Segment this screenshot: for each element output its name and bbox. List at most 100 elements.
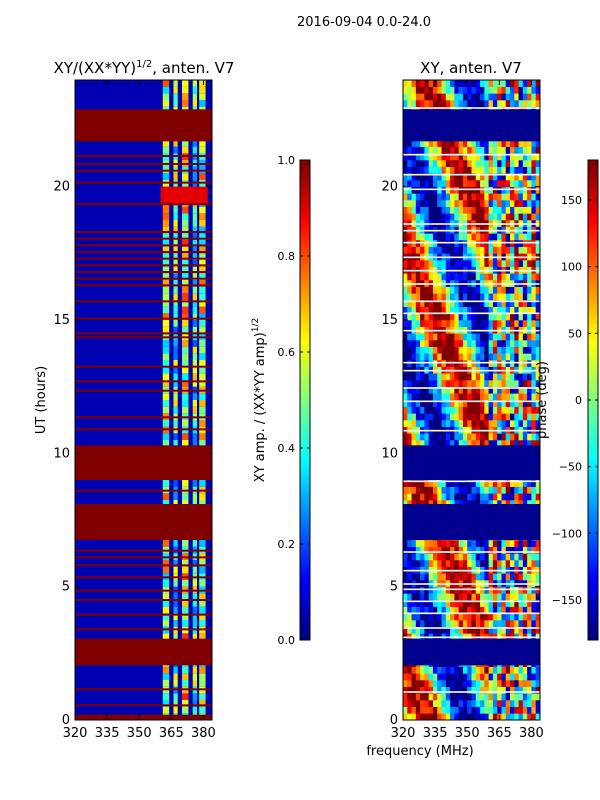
phase-cell bbox=[437, 600, 442, 607]
phase-cell bbox=[462, 180, 468, 187]
phase-cell bbox=[424, 373, 429, 381]
phase-cell bbox=[484, 313, 489, 321]
phase-cell bbox=[527, 693, 532, 701]
phase-cell bbox=[531, 693, 537, 701]
phase-cell bbox=[432, 420, 438, 427]
rfi-cell bbox=[182, 600, 189, 607]
colorbar-step bbox=[300, 416, 310, 421]
rfi-cell bbox=[162, 613, 170, 620]
phase-cell bbox=[471, 360, 477, 367]
phase-cell bbox=[522, 166, 528, 174]
phase-cell bbox=[462, 620, 468, 627]
phase-cell bbox=[484, 413, 489, 421]
amplitude-colorbar-ticks: 0.00.20.40.60.81.0 bbox=[278, 154, 310, 647]
phase-cell bbox=[454, 500, 459, 507]
rfi-cell bbox=[173, 146, 178, 154]
phase-cell bbox=[518, 200, 524, 207]
phase-cell bbox=[475, 386, 481, 394]
phase-cell bbox=[415, 93, 421, 101]
phase-cell bbox=[462, 246, 468, 254]
phase-cell bbox=[458, 586, 464, 594]
phase-cell bbox=[518, 186, 524, 194]
phase-cell bbox=[458, 293, 464, 301]
phase-cell bbox=[403, 200, 408, 207]
phase-cell bbox=[488, 353, 494, 361]
phase-cell bbox=[411, 153, 417, 161]
phase-cell bbox=[450, 613, 455, 621]
phase-cell bbox=[467, 233, 472, 241]
colorbar-step bbox=[588, 196, 598, 201]
phase-cell bbox=[535, 413, 540, 421]
phase-cell bbox=[428, 380, 434, 387]
phase-cell bbox=[518, 686, 524, 694]
flag-line bbox=[75, 489, 212, 492]
colorbar-step bbox=[588, 420, 598, 425]
phase-cell bbox=[471, 200, 477, 207]
phase-cell bbox=[471, 553, 477, 561]
phase-cell bbox=[505, 440, 511, 447]
phase-cell bbox=[514, 400, 519, 407]
phase-cell bbox=[531, 193, 537, 201]
phase-cell bbox=[403, 360, 408, 367]
phase-cell bbox=[441, 606, 447, 614]
rfi-cell bbox=[192, 226, 198, 234]
colorbar-step bbox=[300, 436, 310, 441]
rfi-cell bbox=[192, 406, 198, 414]
phase-cell bbox=[411, 306, 417, 314]
phase-cell bbox=[522, 540, 528, 547]
phase-cell bbox=[415, 573, 421, 581]
colorbar-step bbox=[588, 492, 598, 497]
phase-cell bbox=[492, 160, 498, 167]
phase-cell bbox=[505, 100, 511, 107]
phase-cell bbox=[445, 233, 451, 241]
phase-cell bbox=[480, 560, 485, 567]
phase-cell bbox=[518, 240, 524, 247]
flag-line bbox=[75, 564, 212, 567]
phase-cell bbox=[458, 486, 464, 494]
phase-cell bbox=[411, 273, 417, 281]
phase-cell bbox=[441, 673, 447, 681]
colorbar-step bbox=[300, 160, 310, 165]
phase-cell bbox=[428, 386, 434, 394]
phase-cell bbox=[445, 540, 451, 547]
phase-cell bbox=[514, 80, 519, 87]
phase-cell bbox=[488, 673, 494, 681]
phase-cell bbox=[462, 440, 468, 447]
phase-cell bbox=[501, 333, 507, 341]
phase-cell bbox=[501, 320, 507, 327]
colorbar-step bbox=[588, 564, 598, 569]
phase-cell bbox=[492, 540, 498, 547]
right-heatmap bbox=[403, 80, 540, 720]
phase-cell bbox=[458, 600, 464, 607]
phase-cell bbox=[510, 480, 515, 487]
phase-cell bbox=[497, 386, 502, 394]
phase-cell bbox=[510, 93, 515, 101]
phase-cell bbox=[428, 146, 434, 154]
phase-cell bbox=[480, 273, 485, 281]
phase-cell bbox=[441, 260, 447, 267]
phase-cell bbox=[445, 93, 451, 101]
phase-cell bbox=[475, 693, 481, 701]
phase-cell bbox=[488, 306, 494, 314]
rfi-cell bbox=[192, 693, 198, 700]
white-line bbox=[403, 229, 540, 232]
phase-cell bbox=[437, 353, 442, 361]
rfi-cell bbox=[192, 440, 198, 447]
phase-cell bbox=[531, 320, 537, 327]
rfi-cell bbox=[162, 253, 170, 260]
phase-cell bbox=[531, 86, 537, 94]
phase-cell bbox=[441, 193, 447, 201]
phase-cell bbox=[424, 246, 429, 254]
rfi-cell bbox=[173, 500, 178, 507]
phase-cell bbox=[488, 620, 494, 627]
phase-cell bbox=[527, 613, 532, 621]
rfi-cell bbox=[199, 313, 206, 320]
colorbar-step bbox=[588, 352, 598, 357]
white-line bbox=[403, 400, 540, 403]
phase-cell bbox=[480, 160, 485, 167]
colorbar-step bbox=[588, 580, 598, 585]
phase-cell bbox=[480, 353, 485, 361]
rfi-cell bbox=[199, 206, 206, 214]
phase-cell bbox=[437, 680, 442, 687]
phase-cell bbox=[424, 233, 429, 241]
